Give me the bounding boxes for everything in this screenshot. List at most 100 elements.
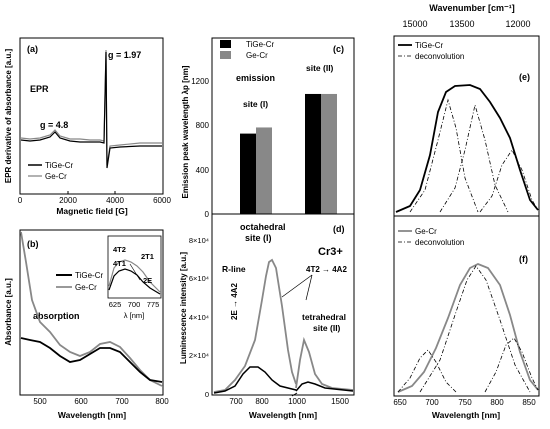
panel-a-xtick: 6000 xyxy=(153,196,171,205)
panel-b-letter: (b) xyxy=(27,239,39,249)
panel-d-ytick: 4×10⁴ xyxy=(189,313,209,322)
panel-b-xlabel: Wavelength [nm] xyxy=(58,410,126,420)
oct-site-label: site (I) xyxy=(245,233,272,243)
panel-c-ytick: 1200 xyxy=(191,77,209,86)
top-axis-label: Wavenumber [cm⁻¹] xyxy=(429,3,514,13)
panel-a: (a) EPR g = 1.97 g = 4.8 TiGe-Cr Ge-Cr 0… xyxy=(4,37,171,216)
panel-a-xtick: 0 xyxy=(18,196,23,205)
panel-d-ytick: 6×10⁴ xyxy=(189,274,209,283)
lum-tige-cr-site-ii xyxy=(295,381,354,392)
inset-arrow xyxy=(129,263,141,281)
panel-f-letter: (f) xyxy=(519,254,528,264)
trans2-label: 4T2 → 4A2 xyxy=(306,265,347,274)
panel-c-legend-swatch-2 xyxy=(220,51,231,59)
panel-d-ytick: 0 xyxy=(205,390,209,399)
panel-e-deconv-2 xyxy=(439,104,509,213)
panel-d-letter: (d) xyxy=(333,224,345,234)
bar-ge-cr-2 xyxy=(321,93,337,214)
panel-e-letter: (e) xyxy=(519,72,530,82)
g48-annotation: g = 4.8 xyxy=(40,120,68,130)
panel-b-xtick: 700 xyxy=(115,397,129,406)
panel-ef-xtick: 650 xyxy=(393,398,407,407)
top-tick: 13500 xyxy=(449,19,474,29)
panel-b: (b) absorption TiGe-Cr Ge-Cr 4T2 2T1 4T1… xyxy=(4,229,169,420)
panel-c-label: emission xyxy=(236,73,275,83)
inset-xtick: 625 xyxy=(109,300,122,309)
panel-a-legend-1: TiGe-Cr xyxy=(45,161,73,170)
panel-d-ytick: 2×10⁴ xyxy=(189,351,209,360)
panel-a-xlabel: Magnetic field [G] xyxy=(56,206,127,216)
panel-c-ytick: 400 xyxy=(196,166,210,175)
panel-e-deconv-3 xyxy=(479,149,539,213)
panel-ef: Wavenumber [cm⁻¹] 15000 13500 12000 (e) … xyxy=(393,3,540,420)
panel-f-deconv-1 xyxy=(397,349,457,393)
bar-ge-cr-1 xyxy=(256,127,272,214)
panel-c-legend-swatch-1 xyxy=(220,40,231,48)
top-tick: 15000 xyxy=(402,19,427,29)
panel-c-letter: (c) xyxy=(333,44,344,54)
lum-tige-cr-site-i xyxy=(213,366,297,394)
panel-e-legend-1: TiGe-Cr xyxy=(415,41,443,50)
axis-break xyxy=(291,392,298,397)
oct-label: octahedral xyxy=(240,222,286,232)
lum-ge-cr-site-i xyxy=(213,258,297,393)
panel-a-frame xyxy=(19,37,164,195)
tet-site-label: site (II) xyxy=(313,323,341,333)
panel-f-deconv-2 xyxy=(419,265,531,393)
site-i-label: site (I) xyxy=(243,99,268,109)
panel-b-inset: 4T2 2T1 4T1 2E 625 700 775 λ [nm] xyxy=(107,235,162,320)
epr-ge-cr-curve xyxy=(20,49,162,166)
bar-tige-cr-2 xyxy=(305,93,321,214)
inset-label-4t2: 4T2 xyxy=(113,245,126,254)
panel-d-xtick: 700 xyxy=(229,397,243,406)
trans1-label: 2E → 4A2 xyxy=(230,283,239,320)
panel-d-xtick: 1000 xyxy=(288,397,306,406)
panel-c-legend-1: TiGe-Cr xyxy=(246,40,274,49)
panel-b-ylabel: Absorbance [a.u.] xyxy=(4,278,13,346)
site-ii-label: site (II) xyxy=(306,63,334,73)
panel-d-xtick: 1500 xyxy=(331,397,349,406)
inset-xlabel: λ [nm] xyxy=(124,311,144,320)
panel-c-legend-2: Ge-Cr xyxy=(246,51,268,60)
g197-annotation: g = 1.97 xyxy=(108,50,141,60)
panel-a-xtick: 4000 xyxy=(106,196,124,205)
panel-c-ylabel: Emission peak wavelength λp [nm] xyxy=(181,65,190,198)
panel-f-legend-2: deconvolution xyxy=(415,238,464,247)
panel-c-ytick: 800 xyxy=(196,121,210,130)
top-tick: 12000 xyxy=(505,19,530,29)
panel-b-xtick: 500 xyxy=(33,397,47,406)
panel-b-legend-1: TiGe-Cr xyxy=(75,271,103,280)
inset-tige-cr-curve xyxy=(108,268,161,295)
panel-d-xlabel: Wavelength [nm] xyxy=(249,410,317,420)
panel-ef-xtick: 700 xyxy=(425,398,439,407)
abs-tige-cr-curve xyxy=(20,337,163,383)
epr-tige-cr-curve xyxy=(20,51,162,169)
panel-a-ylabel: EPR derivative of absorbance [a.u.] xyxy=(4,49,13,184)
panel-a-xtick: 2000 xyxy=(59,196,77,205)
inset-frame xyxy=(107,235,162,299)
panel-c-ytick: 0 xyxy=(205,210,210,219)
panel-b-frame xyxy=(19,229,164,396)
panel-b-xtick: 600 xyxy=(74,397,88,406)
panel-a-letter: (a) xyxy=(27,44,38,54)
panel-e-deconv-1 xyxy=(409,98,479,213)
panel-d: (d) octahedral site (I) R-line 2E → 4A2 … xyxy=(179,213,355,420)
inset-ge-cr-curve xyxy=(108,259,161,293)
panel-d-ylabel: Luminescence intensity [a.u.] xyxy=(179,252,188,364)
panel-d-ytick: 8×10⁴ xyxy=(189,236,209,245)
inset-label-2e: 2E xyxy=(143,276,152,285)
rline-label: R-line xyxy=(222,264,246,274)
inset-label-4t1: 4T1 xyxy=(113,259,126,268)
panel-c: (c) emission TiGe-Cr Ge-Cr site (I) site… xyxy=(181,37,355,219)
panel-b-xtick: 800 xyxy=(155,397,169,406)
inset-label-2t1: 2T1 xyxy=(141,252,154,261)
abs-ge-cr-curve xyxy=(20,231,163,387)
arrow-to-site-ii xyxy=(305,274,313,301)
panel-ef-xtick: 750 xyxy=(458,398,472,407)
panel-f-legend-1: Ge-Cr xyxy=(415,227,437,236)
panel-b-label: absorption xyxy=(33,311,80,321)
cr-label: Cr3+ xyxy=(318,246,343,258)
panel-e-spectrum xyxy=(395,84,539,213)
panel-d-xtick: 800 xyxy=(255,397,269,406)
